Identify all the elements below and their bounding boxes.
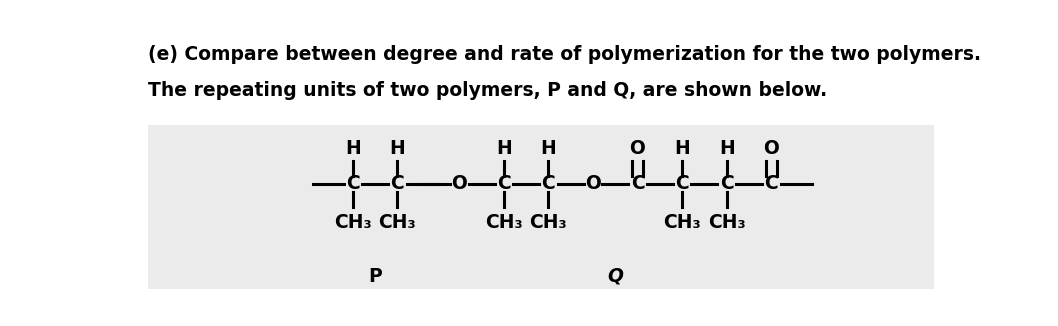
Text: CH₃: CH₃ <box>379 213 416 232</box>
Text: The repeating units of two polymers, P and Q, are shown below.: The repeating units of two polymers, P a… <box>148 81 827 100</box>
Text: O: O <box>585 174 601 193</box>
Text: P: P <box>368 267 382 286</box>
Text: H: H <box>541 139 557 158</box>
Text: H: H <box>389 139 405 158</box>
Text: O: O <box>763 139 779 158</box>
Text: C: C <box>346 174 360 193</box>
Text: C: C <box>390 174 404 193</box>
Text: O: O <box>630 139 645 158</box>
Text: O: O <box>452 174 468 193</box>
Text: CH₃: CH₃ <box>663 213 700 232</box>
Text: C: C <box>675 174 689 193</box>
Text: C: C <box>764 174 778 193</box>
Text: CH₃: CH₃ <box>334 213 372 232</box>
Text: C: C <box>631 174 644 193</box>
Text: CH₃: CH₃ <box>708 213 746 232</box>
Text: H: H <box>345 139 361 158</box>
Text: H: H <box>496 139 512 158</box>
Text: C: C <box>542 174 555 193</box>
Text: C: C <box>719 174 733 193</box>
Text: C: C <box>497 174 511 193</box>
Text: Q: Q <box>607 267 623 286</box>
Text: H: H <box>718 139 734 158</box>
FancyBboxPatch shape <box>148 126 934 289</box>
Text: CH₃: CH₃ <box>530 213 567 232</box>
Text: CH₃: CH₃ <box>485 213 523 232</box>
Text: (e) Compare between degree and rate of polymerization for the two polymers.: (e) Compare between degree and rate of p… <box>148 45 981 64</box>
Text: H: H <box>674 139 690 158</box>
